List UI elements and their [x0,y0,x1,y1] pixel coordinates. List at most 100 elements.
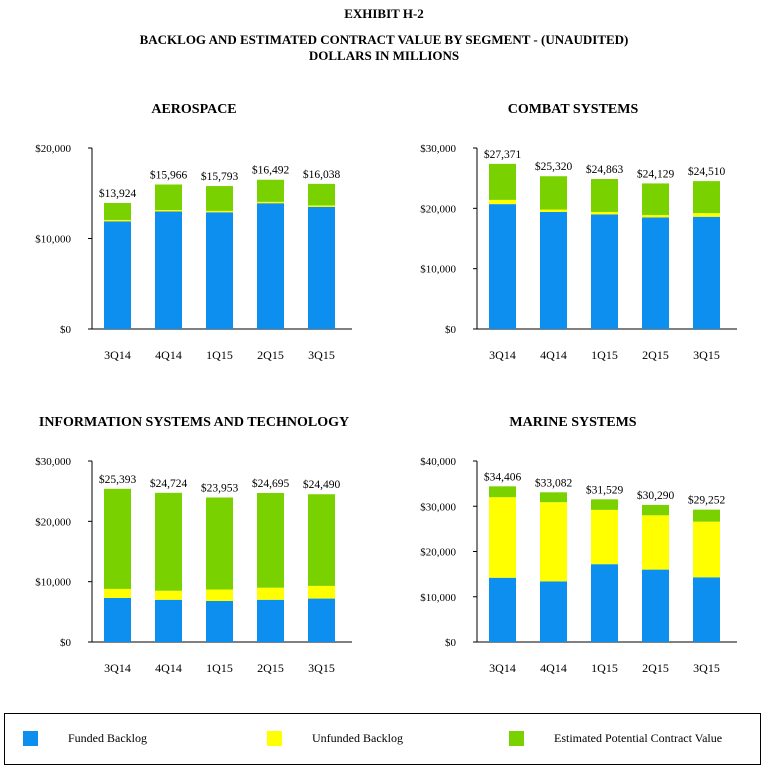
bar-potential [489,486,516,498]
y-tick-label: $10,000 [420,592,456,604]
y-tick-label: $20,000 [35,516,71,528]
y-tick-label: $10,000 [35,234,71,246]
x-tick-label: 3Q14 [489,661,516,675]
legend-label-unfunded: Unfunded Backlog [312,731,403,745]
y-tick-label: $10,000 [420,264,456,276]
bar-potential [693,181,720,214]
bar-unfunded [540,502,567,582]
x-tick-label: 1Q15 [591,348,618,362]
bar-unfunded [104,219,131,222]
total-label: $24,695 [252,477,290,490]
legend-swatch-potential [509,731,524,746]
bar-unfunded [308,205,335,207]
bar-potential [257,493,284,588]
report-title: BACKLOG AND ESTIMATED CONTRACT VALUE BY … [139,32,629,47]
total-label: $30,290 [637,489,675,502]
chart-4: MARINE SYSTEMS $0 $10,000 $20,000 $30,000 $40… [420,415,737,675]
bar-funded [642,217,669,329]
bar-unfunded [155,209,182,212]
bar-unfunded [693,213,720,217]
total-label: $24,490 [303,478,341,491]
x-tick-label: 4Q14 [540,348,567,362]
exhibit-title: EXHIBIT H-2 [344,6,424,21]
bar-unfunded [540,209,567,212]
chart-title: INFORMATION SYSTEMS AND TECHNOLOGY [39,415,349,430]
bar-potential [540,176,567,210]
total-label: $15,793 [201,170,239,183]
bar-unfunded [257,201,284,204]
y-tick-label: $20,000 [35,143,71,155]
x-tick-label: 3Q15 [693,348,720,362]
total-label: $16,038 [303,168,341,181]
bar-funded [591,564,618,642]
bar-unfunded [642,214,669,218]
x-tick-label: 4Q14 [540,661,567,675]
bar-unfunded [155,590,182,600]
legend-swatch-unfunded [267,731,282,746]
x-tick-label: 2Q15 [257,661,284,675]
x-tick-label: 2Q15 [642,348,669,362]
total-label: $23,953 [201,481,239,494]
legend-label-funded: Funded Backlog [68,731,147,745]
y-tick-label: $30,000 [420,501,456,513]
chart-2: COMBAT SYSTEMS $0 $10,000 $20,000 $30,000 $27… [420,102,737,362]
bar-funded [693,216,720,329]
x-tick-label: 3Q15 [308,348,335,362]
bar-unfunded [257,587,284,600]
total-label: $13,924 [99,187,137,200]
bar-unfunded [591,211,618,215]
bar-unfunded [206,589,233,601]
bar-potential [308,183,335,206]
bar-funded [540,581,567,642]
bar-funded [489,577,516,642]
legend-label-potential: Estimated Potential Contract Value [554,731,723,745]
y-tick-label: $40,000 [420,456,456,468]
y-tick-label: $0 [60,637,72,649]
chart-title: AEROSPACE [151,102,236,117]
legend-swatch-funded [23,731,38,746]
bar-potential [308,494,335,586]
x-tick-label: 3Q14 [104,348,131,362]
y-tick-label: $20,000 [420,203,456,215]
y-tick-label: $30,000 [35,456,71,468]
bar-unfunded [489,497,516,578]
bar-funded [489,204,516,329]
bar-potential [155,492,182,591]
bar-funded [308,598,335,642]
bar-unfunded [642,515,669,570]
bar-potential [591,499,618,510]
total-label: $24,129 [637,167,675,180]
bar-funded [693,577,720,642]
x-tick-label: 2Q15 [642,661,669,675]
bar-unfunded [308,585,335,599]
bar-potential [693,509,720,522]
legend: Funded Backlog Unfunded Backlog Estimate… [4,713,761,765]
chart-3: INFORMATION SYSTEMS AND TECHNOLOGY $0 $10,… [35,415,352,675]
total-label: $24,863 [586,163,624,176]
chart-title: MARINE SYSTEMS [509,415,636,430]
x-tick-label: 3Q14 [489,348,516,362]
bar-potential [104,488,131,589]
total-label: $27,371 [484,148,522,161]
chart-title: COMBAT SYSTEMS [508,102,639,117]
bar-potential [642,183,669,215]
total-label: $33,082 [535,476,573,489]
bar-unfunded [206,210,233,213]
bar-funded [206,212,233,329]
bar-potential [489,163,516,200]
x-tick-label: 3Q15 [308,661,335,675]
x-tick-label: 3Q15 [693,661,720,675]
x-tick-label: 1Q15 [206,348,233,362]
x-tick-label: 4Q14 [155,661,182,675]
total-label: $29,252 [688,494,726,507]
bar-funded [540,211,567,329]
bar-potential [257,179,284,202]
total-label: $16,492 [252,164,290,177]
total-label: $34,406 [484,470,522,483]
y-tick-label: $10,000 [35,577,71,589]
bar-unfunded [591,509,618,565]
y-tick-label: $0 [60,324,72,336]
bar-funded [104,221,131,329]
bar-funded [591,214,618,329]
bar-funded [257,203,284,329]
